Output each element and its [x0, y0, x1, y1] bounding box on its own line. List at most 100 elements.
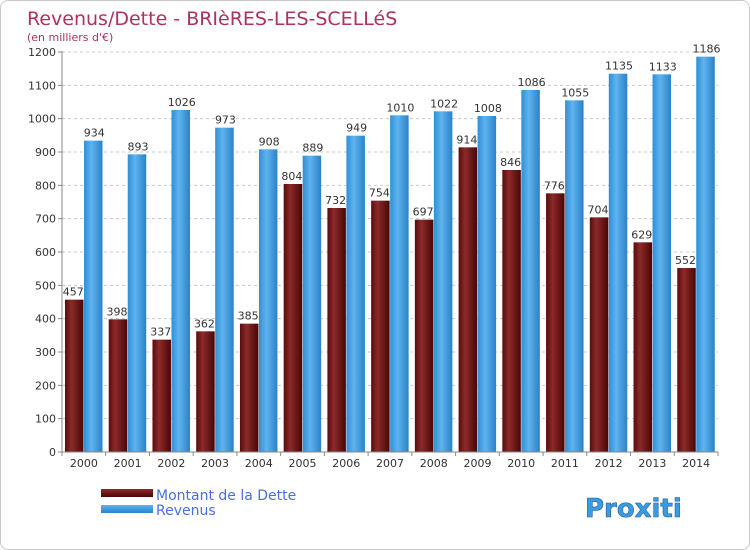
bar-revenus-2014 [696, 56, 715, 453]
data-label-dette-2002: 337 [150, 326, 171, 339]
bar-dette-2002 [152, 339, 171, 452]
legend-label-debt: Montant de la Dette [156, 488, 296, 504]
data-label-revenus-2013: 1133 [649, 60, 677, 73]
y-tick-label: 600 [35, 246, 56, 259]
x-tick-label: 2013 [638, 457, 666, 470]
data-label-revenus-2012: 1135 [605, 60, 633, 73]
data-label-revenus-2002: 1026 [168, 96, 196, 109]
y-tick-label: 1000 [28, 113, 56, 126]
x-tick-label: 2007 [376, 457, 404, 470]
x-tick-label: 2004 [245, 457, 273, 470]
bar-dette-2012 [589, 217, 609, 452]
x-tick-label: 2009 [463, 457, 491, 470]
y-tick-label: 800 [35, 179, 56, 192]
bar-dette-2010 [502, 170, 521, 452]
bar-revenus-2013 [652, 74, 672, 452]
bar-revenus-2002 [171, 110, 190, 452]
y-tick-label: 500 [35, 279, 56, 292]
x-tick-label: 2014 [682, 457, 710, 470]
bar-revenus-2007 [390, 115, 409, 452]
x-tick-label: 2005 [289, 457, 317, 470]
data-label-revenus-2008: 1022 [430, 97, 458, 110]
x-tick-label: 2006 [332, 457, 360, 470]
y-tick-label: 900 [35, 146, 56, 159]
data-label-revenus-2007: 1010 [386, 101, 414, 114]
data-label-dette-2009: 914 [456, 133, 477, 146]
x-axis-ticks: 2000 2001 2002 2003 2004 2005 2006 2007 2008 2009… [61, 452, 719, 470]
data-label-revenus-2009: 1008 [474, 102, 502, 115]
y-tick-label: 300 [35, 346, 56, 359]
x-tick-label: 2000 [70, 457, 98, 470]
bar-revenus-2003 [215, 127, 234, 453]
data-label-dette-2011: 776 [544, 179, 565, 192]
data-label-revenus-2005: 889 [302, 142, 323, 155]
bar-revenus-2006 [346, 135, 365, 452]
data-label-revenus-2010: 1086 [518, 76, 546, 89]
bar-dette-2014 [677, 268, 696, 452]
bar-dette-2003 [196, 331, 215, 452]
y-axis-ticks: 0 100 200 300 400 500 600 700 800 900 1000 1100 1200 [28, 46, 62, 459]
bar-dette-2009 [458, 147, 478, 453]
data-label-revenus-2001: 893 [127, 140, 148, 153]
bar-revenus-2004 [258, 149, 278, 453]
grid-lines [62, 51, 718, 420]
x-tick-label: 2002 [157, 457, 185, 470]
data-label-dette-2000: 457 [63, 286, 84, 299]
bar-revenus-2005 [302, 155, 322, 452]
bar-dette-2001 [108, 319, 128, 452]
data-label-revenus-2000: 934 [84, 127, 105, 140]
proxiti-logo: Proxiti [585, 494, 682, 525]
bar-revenus-2001 [127, 154, 147, 453]
bar-dette-2005 [283, 184, 303, 452]
data-label-dette-2003: 362 [194, 317, 215, 330]
chart-subtitle: (en milliers d'€) [27, 31, 113, 44]
data-label-dette-2010: 846 [500, 156, 521, 169]
data-label-revenus-2006: 949 [346, 122, 367, 135]
legend-swatch-revenus [101, 505, 153, 513]
logo-text: Proxiti [585, 494, 682, 524]
y-tick-label: 1100 [28, 79, 56, 92]
x-tick-label: 2012 [595, 457, 623, 470]
bar-dette-2006 [327, 208, 346, 452]
bar-dette-2007 [371, 200, 390, 452]
data-labels: 457 934 398 893 337 1026 362 973 385 908 804 889 732… [63, 43, 721, 339]
y-tick-label: 0 [49, 446, 56, 459]
bar-dette-2013 [633, 242, 653, 452]
legend-label-revenus: Revenus [156, 503, 216, 519]
bar-dette-2011 [546, 193, 565, 453]
y-tick-label: 200 [35, 379, 56, 392]
legend-swatch-debt [101, 489, 153, 497]
x-tick-label: 2003 [201, 457, 229, 470]
bar-dette-2008 [414, 219, 434, 452]
bar-revenus-2000 [84, 140, 103, 452]
bar-revenus-2010 [521, 90, 540, 452]
data-label-dette-2001: 398 [106, 305, 127, 318]
data-label-revenus-2011: 1055 [561, 86, 589, 99]
y-tick-label: 700 [35, 213, 56, 226]
bar-dette-2004 [239, 323, 259, 452]
bars [65, 56, 715, 453]
y-tick-label: 100 [35, 413, 56, 426]
data-label-dette-2012: 704 [588, 203, 609, 216]
x-tick-label: 2010 [507, 457, 535, 470]
data-label-dette-2014: 552 [675, 254, 696, 267]
data-label-dette-2005: 804 [281, 170, 302, 183]
data-label-revenus-2014: 1186 [693, 43, 721, 56]
data-label-dette-2008: 697 [413, 206, 434, 219]
chart-title: Revenus/Dette - BRIèRES-LES-SCELLéS [27, 8, 397, 30]
y-tick-label: 1200 [28, 46, 56, 59]
data-label-revenus-2003: 973 [215, 114, 236, 127]
x-tick-label: 2001 [114, 457, 142, 470]
x-tick-label: 2011 [551, 457, 579, 470]
data-label-dette-2013: 629 [631, 228, 652, 241]
data-label-dette-2007: 754 [369, 187, 390, 200]
bar-revenus-2009 [477, 116, 497, 452]
legend: Montant de la Dette Revenus [101, 488, 296, 519]
data-label-dette-2006: 732 [325, 194, 346, 207]
bar-revenus-2011 [565, 100, 584, 452]
bar-revenus-2008 [433, 111, 453, 452]
x-tick-label: 2008 [420, 457, 448, 470]
data-label-revenus-2004: 908 [259, 135, 280, 148]
